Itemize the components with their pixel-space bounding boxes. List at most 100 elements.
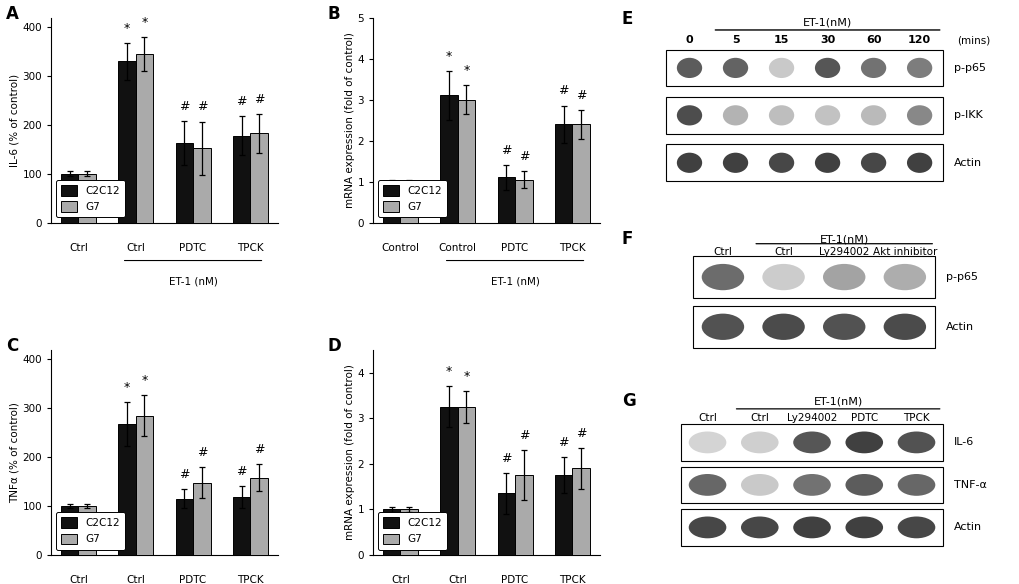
Bar bbox=[515, 475, 532, 555]
Ellipse shape bbox=[814, 105, 840, 126]
Text: PDTC: PDTC bbox=[501, 243, 528, 253]
Text: Ctrl: Ctrl bbox=[69, 243, 88, 253]
Bar bbox=[692, 256, 934, 298]
Legend: C2C12, G7: C2C12, G7 bbox=[378, 512, 446, 550]
Text: TPCK: TPCK bbox=[236, 575, 264, 584]
Ellipse shape bbox=[761, 264, 804, 290]
Text: #: # bbox=[254, 443, 264, 456]
Y-axis label: mRNA expression (fold of control): mRNA expression (fold of control) bbox=[344, 364, 355, 540]
Ellipse shape bbox=[722, 105, 748, 126]
Text: 120: 120 bbox=[907, 35, 930, 46]
Text: #: # bbox=[236, 465, 247, 478]
Ellipse shape bbox=[701, 314, 744, 340]
Bar bbox=[61, 174, 78, 223]
Text: *: * bbox=[123, 22, 130, 34]
Ellipse shape bbox=[882, 264, 925, 290]
Bar bbox=[665, 144, 942, 181]
Text: *: * bbox=[142, 16, 148, 29]
Text: Ctrl: Ctrl bbox=[447, 575, 467, 584]
Bar bbox=[78, 174, 96, 223]
Text: #: # bbox=[179, 100, 190, 113]
Text: *: * bbox=[445, 50, 451, 62]
Text: *: * bbox=[123, 381, 130, 394]
Ellipse shape bbox=[814, 58, 840, 78]
Text: Ly294002: Ly294002 bbox=[818, 248, 868, 258]
Text: TPCK: TPCK bbox=[236, 243, 264, 253]
Legend: C2C12, G7: C2C12, G7 bbox=[56, 180, 125, 217]
Bar bbox=[193, 482, 210, 555]
Ellipse shape bbox=[845, 432, 882, 453]
Ellipse shape bbox=[677, 105, 701, 126]
Ellipse shape bbox=[740, 432, 777, 453]
Ellipse shape bbox=[897, 516, 934, 538]
Bar bbox=[458, 406, 475, 555]
Text: #: # bbox=[254, 92, 264, 106]
Text: Ctrl: Ctrl bbox=[713, 248, 732, 258]
Text: TPCK: TPCK bbox=[558, 243, 585, 253]
Text: Actin: Actin bbox=[946, 322, 973, 332]
Bar bbox=[118, 61, 136, 223]
Bar bbox=[399, 182, 418, 223]
Bar bbox=[175, 499, 193, 555]
Text: #: # bbox=[500, 144, 512, 157]
Bar bbox=[251, 478, 268, 555]
Text: *: * bbox=[142, 374, 148, 387]
Bar bbox=[665, 97, 942, 134]
Text: 60: 60 bbox=[865, 35, 880, 46]
Text: Ctrl: Ctrl bbox=[126, 243, 145, 253]
Text: Control: Control bbox=[381, 243, 419, 253]
Ellipse shape bbox=[860, 105, 886, 126]
Text: p-p65: p-p65 bbox=[953, 63, 984, 73]
Ellipse shape bbox=[822, 314, 864, 340]
Bar bbox=[665, 50, 942, 86]
Text: Ctrl: Ctrl bbox=[697, 413, 716, 423]
Bar bbox=[232, 497, 251, 555]
Bar bbox=[681, 509, 942, 545]
Y-axis label: IL-6 (% of control): IL-6 (% of control) bbox=[9, 74, 19, 166]
Ellipse shape bbox=[768, 58, 794, 78]
Legend: C2C12, G7: C2C12, G7 bbox=[56, 512, 125, 550]
Ellipse shape bbox=[688, 474, 726, 496]
Text: ET-1 (nM): ET-1 (nM) bbox=[168, 277, 217, 287]
Text: #: # bbox=[236, 95, 247, 108]
Text: #: # bbox=[558, 85, 569, 98]
Ellipse shape bbox=[793, 516, 830, 538]
Bar bbox=[136, 416, 153, 555]
Text: TPCK: TPCK bbox=[558, 575, 585, 584]
Ellipse shape bbox=[906, 152, 931, 173]
Bar bbox=[681, 467, 942, 503]
Text: Ctrl: Ctrl bbox=[773, 248, 792, 258]
Text: #: # bbox=[179, 468, 190, 481]
Text: p-p65: p-p65 bbox=[946, 272, 977, 282]
Text: (mins): (mins) bbox=[957, 35, 989, 46]
Bar bbox=[399, 509, 418, 555]
Ellipse shape bbox=[768, 152, 794, 173]
Ellipse shape bbox=[897, 432, 934, 453]
Text: ET-1(nM): ET-1(nM) bbox=[802, 18, 851, 27]
Text: #: # bbox=[197, 446, 207, 458]
Bar bbox=[232, 135, 251, 223]
Bar bbox=[554, 124, 572, 223]
Text: ET-1(nM): ET-1(nM) bbox=[819, 234, 868, 244]
Bar bbox=[515, 179, 532, 223]
Text: 30: 30 bbox=[819, 35, 835, 46]
Text: PDTC: PDTC bbox=[501, 575, 528, 584]
Text: 5: 5 bbox=[731, 35, 739, 46]
Bar bbox=[692, 305, 934, 348]
Ellipse shape bbox=[761, 314, 804, 340]
Text: #: # bbox=[576, 426, 586, 440]
Text: D: D bbox=[327, 338, 341, 356]
Text: Actin: Actin bbox=[953, 158, 981, 168]
Text: F: F bbox=[622, 230, 633, 248]
Text: *: * bbox=[463, 370, 469, 383]
Bar bbox=[681, 424, 942, 461]
Text: PDTC: PDTC bbox=[179, 243, 207, 253]
Text: Control: Control bbox=[438, 243, 476, 253]
Text: Ctrl: Ctrl bbox=[69, 575, 88, 584]
Ellipse shape bbox=[906, 105, 931, 126]
Ellipse shape bbox=[722, 152, 748, 173]
Text: PDTC: PDTC bbox=[179, 575, 207, 584]
Ellipse shape bbox=[814, 152, 840, 173]
Text: ET-1(nM): ET-1(nM) bbox=[813, 397, 862, 406]
Ellipse shape bbox=[740, 474, 777, 496]
